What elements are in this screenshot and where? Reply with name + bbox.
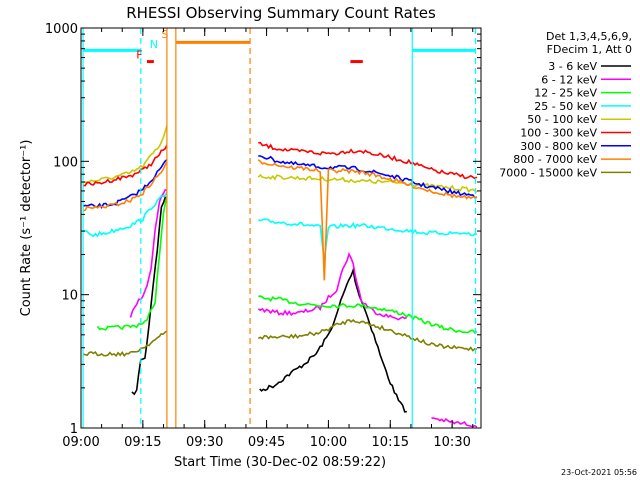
series-line-6-segment-1 [83,144,168,187]
series-line-4-segment-1 [82,191,168,238]
legend-header-line-2: FDecim 1, Att 0 [547,43,632,56]
x-tick-label-7: 10:30 [433,435,470,450]
series-line-2-segment-3 [431,417,478,428]
legend-label-9: 7000 - 15000 keV [499,166,597,179]
legend: Det 1,3,4,5,6,9,FDecim 1, Att 0 3 - 6 keV… [499,30,632,179]
flag-label-3: S [161,28,168,41]
series-line-1-segment-1 [131,196,167,396]
series-line-3-segment-1 [96,196,168,331]
x-tick-label-3: 09:30 [186,435,223,450]
x-tick-label-6: 10:15 [372,435,409,450]
y-tick-label-2: 10 [61,289,78,304]
y-tick-label-3: 100 [53,155,78,170]
x-tick-label-1: 09:00 [62,435,99,450]
legend-header-line-1: Det 1,3,4,5,6,9, [546,30,632,43]
series-line-7-segment-1 [82,159,168,209]
series-line-8-segment-2 [257,159,478,281]
x-tick-label-5: 10:00 [310,435,347,450]
annotation-layer: FNS [82,28,477,428]
series-line-5-segment-1 [82,125,168,185]
series-line-4-segment-2 [258,218,477,261]
series-line-3-segment-2 [258,295,478,334]
series-line-2-segment-2 [257,251,408,321]
series-layer [82,125,478,428]
series-line-5-segment-2 [257,173,478,193]
series-line-7-segment-2 [258,155,478,199]
legend-label-5: 50 - 100 keV [527,113,597,126]
axis-ticks: 09:00 09:15 09:30 09:45 10:00 10:15 10:30 1 10 10… [45,22,481,450]
legend-label-1: 3 - 6 keV [548,60,597,73]
legend-label-6: 100 - 300 keV [520,127,597,140]
flag-label-2: N [150,38,158,51]
legend-label-4: 25 - 50 keV [534,100,597,113]
series-line-1-segment-2 [259,267,407,413]
y-axis-label: Count Rate (s⁻¹ detector⁻¹) [19,140,34,317]
legend-label-3: 12 - 25 keV [534,87,597,100]
legend-label-2: 6 - 12 keV [541,73,597,86]
legend-label-8: 800 - 7000 keV [513,153,597,166]
flag-label-1: F [136,49,142,62]
series-line-9-segment-1 [82,330,168,358]
x-tick-label-2: 09:15 [124,435,161,450]
series-line-9-segment-2 [257,319,478,352]
legend-label-7: 300 - 800 keV [520,140,597,153]
series-line-8-segment-1 [82,161,168,212]
y-tick-label-1: 1 [70,422,78,437]
x-tick-label-4: 09:45 [248,435,285,450]
y-tick-label-4: 1000 [45,22,78,37]
plot-frame [80,27,482,429]
x-axis-label: Start Time (30-Dec-02 08:59:22) [174,455,386,470]
series-line-6-segment-2 [258,141,478,180]
chart-title: RHESSI Observing Summary Count Rates [126,4,436,22]
footer-timestamp: 23-Oct-2021 05:56 [561,468,637,477]
